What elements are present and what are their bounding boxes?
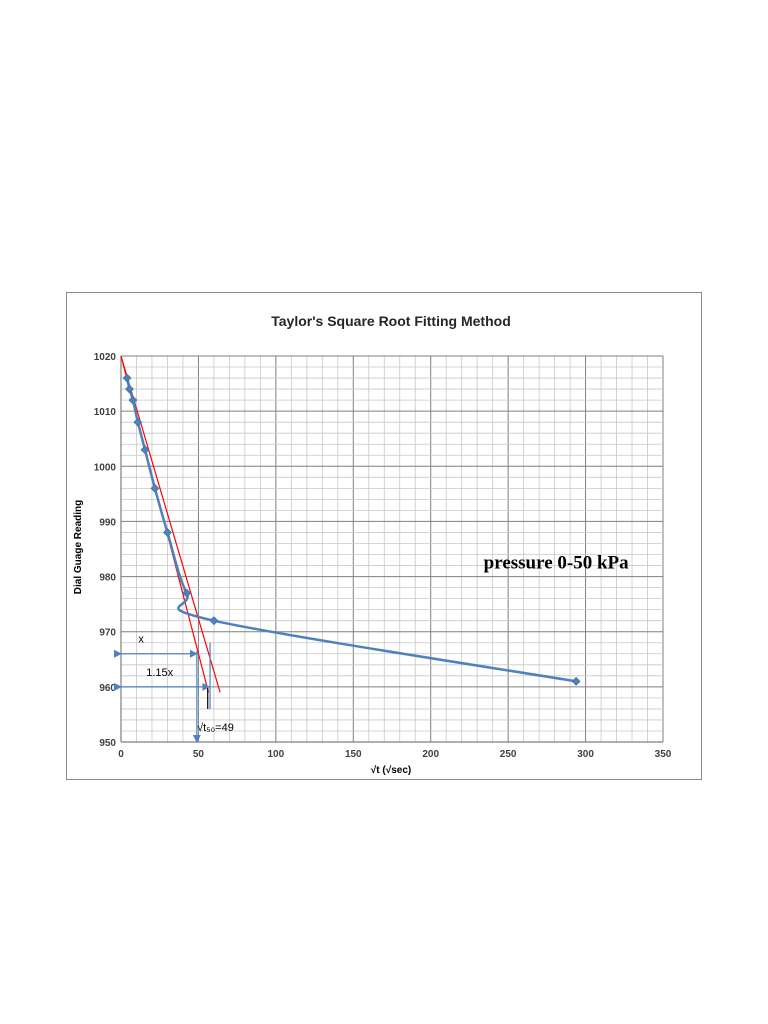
fit-line — [120, 355, 221, 693]
pressure-annotation: pressure 0-50 kPa — [484, 552, 629, 573]
x-axis-title: √t (√sec) — [371, 765, 411, 776]
data-point-marker — [571, 676, 581, 686]
annotations: √t₅₀=49 pressure 0-50 kPa — [197, 552, 629, 734]
dimension-label: x — [138, 634, 144, 646]
y-axis-title: Dial Guage Reading — [73, 500, 84, 594]
t50-annotation: √t₅₀=49 — [197, 722, 234, 734]
x-tick-label: 250 — [500, 749, 517, 760]
data-point-marker — [150, 483, 160, 493]
x-tick-label: 300 — [577, 749, 594, 760]
data-point-marker — [182, 588, 192, 598]
chart-svg: Taylor's Square Root Fitting Method √t (… — [73, 313, 672, 776]
dimension-label: 1.15x — [146, 667, 173, 679]
y-tick-label: 960 — [99, 683, 116, 694]
y-tick-label: 1000 — [94, 462, 117, 473]
x-tick-label: 100 — [268, 749, 285, 760]
data-point-marker — [128, 395, 138, 405]
data-point-marker — [122, 373, 132, 383]
data-point-marker — [209, 616, 219, 626]
data-point-marker — [163, 528, 172, 537]
x-tick-label: 350 — [655, 749, 672, 760]
y-tick-label: 1020 — [94, 352, 117, 363]
y-tick-label: 990 — [99, 517, 116, 528]
tick-labels: 0 50 100 150 200 250 300 350 950 960 970 980 990 1000… — [94, 352, 672, 760]
grid — [120, 355, 664, 743]
x-tick-label: 150 — [345, 749, 362, 760]
y-tick-label: 1010 — [94, 407, 117, 418]
x-tick-label: 50 — [193, 749, 205, 760]
y-tick-label: 980 — [99, 573, 116, 584]
chart-title: Taylor's Square Root Fitting Method — [271, 313, 511, 329]
data-point-marker — [125, 384, 134, 394]
data-point-marker — [133, 417, 143, 427]
chart-frame: Taylor's Square Root Fitting Method √t (… — [66, 292, 702, 780]
x-tick-label: 200 — [422, 749, 439, 760]
y-tick-label: 950 — [99, 738, 116, 749]
data-series — [122, 373, 581, 686]
x-tick-label: 0 — [118, 749, 124, 760]
data-point-marker — [140, 445, 150, 455]
y-tick-label: 970 — [99, 628, 116, 639]
